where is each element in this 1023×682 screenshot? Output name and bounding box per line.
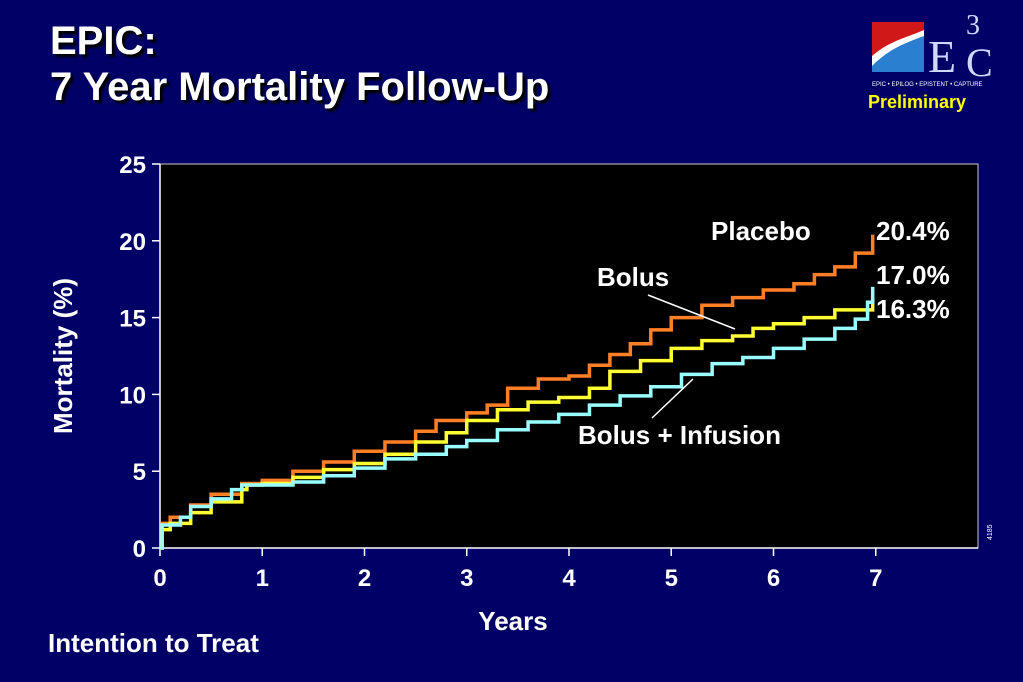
x-tick-label: 4 [562,565,576,592]
x-tick-label: 7 [869,565,882,592]
slide-title: EPIC: 7 Year Mortality Follow-Up [50,18,549,110]
series-label-bolus: Bolus [597,262,669,292]
y-tick-label: 0 [133,536,146,563]
series-line-bolus [160,297,875,550]
series-label-bolus-infusion: Bolus + Infusion [578,420,781,450]
end-value-bolus-infusion: 16.3% [876,294,950,324]
x-tick-label: 2 [358,565,371,592]
logo-superscript-3: 3 [966,10,980,41]
y-tick-label: 25 [119,152,146,179]
y-tick-label: 15 [119,306,146,333]
logo-letter-e: E [928,31,956,82]
end-value-bolus: 17.0% [876,260,950,290]
y-tick-label: 10 [119,382,146,409]
series-label-placebo: Placebo [711,216,811,246]
x-tick-label: 5 [665,565,678,592]
x-tick-label: 3 [460,565,473,592]
leader-line-bolus-infusion [651,378,694,419]
title-line-1: EPIC: [50,19,157,63]
logo-wave-highlight [872,30,924,66]
slide-code: 4185 [987,524,994,540]
logo-letter-c: C [966,40,993,85]
title-line-2: 7 Year Mortality Follow-Up [50,65,550,109]
logo-wave [872,34,924,72]
e3c-logo: E 3 C EPIC • EPILOG • EPISTENT • CAPTURE [872,10,993,88]
x-tick-label: 6 [767,565,780,592]
leader-line-bolus [647,294,736,330]
end-value-placebo: 20.4% [876,216,950,246]
x-tick-label: 0 [153,565,166,592]
series-line-bolus-infusion [160,286,875,550]
x-tick-label: 1 [256,565,269,592]
y-axis-label: Mortality (%) [48,278,78,434]
footer-note: Intention to Treat [48,628,259,658]
plot-area [159,163,979,549]
y-tick-label: 5 [133,459,146,486]
preliminary-label: Preliminary [868,92,967,112]
logo-tagline: EPIC • EPILOG • EPISTENT • CAPTURE [872,82,983,88]
y-tick-label: 20 [119,229,146,256]
x-axis-label: Years [478,606,547,636]
